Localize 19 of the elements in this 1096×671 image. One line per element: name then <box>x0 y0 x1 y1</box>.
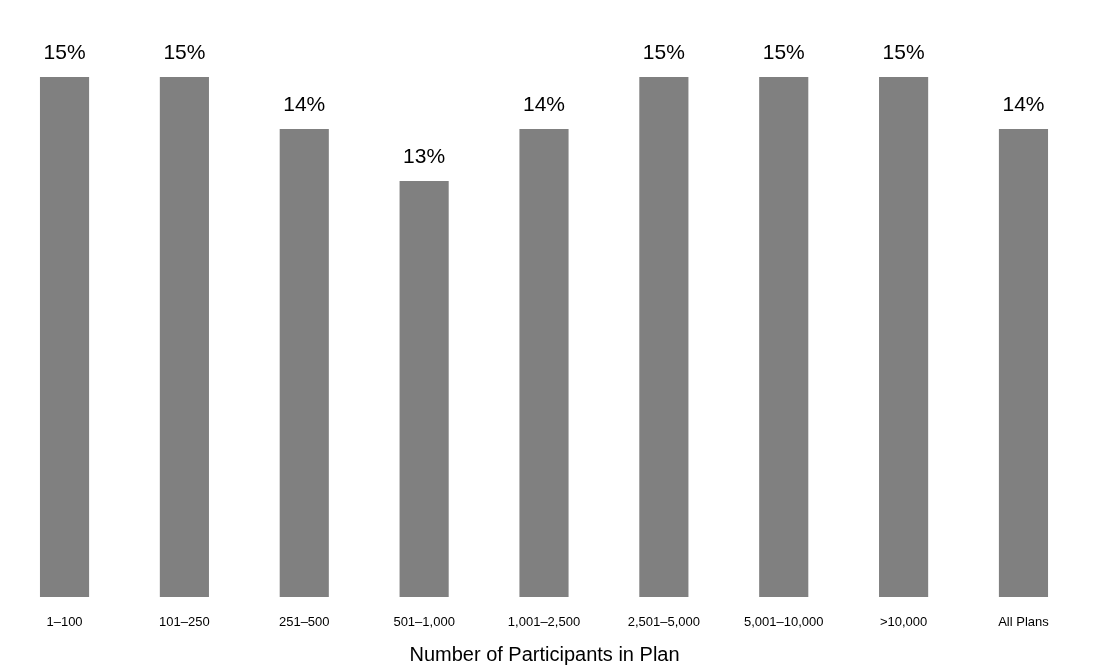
data-label: 15% <box>43 40 86 63</box>
data-label: 15% <box>163 40 206 63</box>
data-label: 15% <box>642 40 685 63</box>
x-tick-label: 101–250 <box>159 613 210 629</box>
x-tick-label: 1–100 <box>46 613 83 629</box>
data-label: 14% <box>283 92 326 115</box>
data-label: 15% <box>762 40 805 63</box>
x-tick-label: 5,001–10,000 <box>743 613 824 629</box>
x-tick-label: >10,000 <box>879 613 928 629</box>
x-tick-label: 501–1,000 <box>393 613 455 629</box>
x-tick-label: 1,001–2,500 <box>507 613 581 629</box>
x-tick-label: 2,501–5,000 <box>627 613 701 629</box>
data-label: 14% <box>1002 92 1045 115</box>
x-tick-label: All Plans <box>998 613 1050 629</box>
x-axis-title: Number of Participants in Plan <box>409 642 680 665</box>
data-label: 13% <box>403 144 446 167</box>
data-label: 15% <box>882 40 925 63</box>
x-tick-label: 251–500 <box>278 613 330 629</box>
data-label: 14% <box>522 92 566 115</box>
